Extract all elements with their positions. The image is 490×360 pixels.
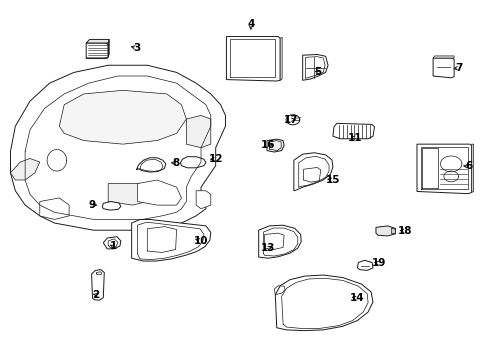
Polygon shape	[376, 226, 395, 236]
Polygon shape	[103, 237, 121, 249]
Polygon shape	[86, 43, 108, 58]
Polygon shape	[196, 191, 211, 209]
Polygon shape	[10, 158, 40, 180]
Polygon shape	[92, 270, 104, 300]
Text: 15: 15	[326, 175, 340, 185]
Polygon shape	[138, 180, 181, 205]
Text: 17: 17	[284, 115, 299, 125]
Polygon shape	[180, 157, 206, 168]
Polygon shape	[108, 40, 109, 57]
Polygon shape	[108, 184, 147, 205]
Polygon shape	[102, 202, 121, 210]
Polygon shape	[226, 37, 280, 81]
Text: 18: 18	[398, 226, 413, 236]
Text: 10: 10	[194, 236, 208, 246]
Polygon shape	[433, 56, 454, 58]
Text: 13: 13	[261, 243, 276, 253]
Text: 8: 8	[172, 158, 179, 168]
Polygon shape	[275, 275, 373, 330]
Text: 2: 2	[92, 290, 99, 300]
Polygon shape	[137, 158, 166, 172]
Polygon shape	[417, 144, 472, 194]
Polygon shape	[267, 139, 284, 152]
Polygon shape	[40, 198, 69, 220]
Polygon shape	[472, 144, 474, 193]
Text: 6: 6	[465, 161, 472, 171]
Text: 12: 12	[208, 154, 223, 164]
Polygon shape	[132, 220, 211, 261]
Text: 16: 16	[261, 140, 276, 150]
Polygon shape	[333, 123, 374, 139]
Polygon shape	[280, 37, 282, 80]
Text: 11: 11	[348, 133, 362, 143]
Text: 14: 14	[350, 293, 365, 303]
Text: 3: 3	[133, 43, 140, 53]
Text: 9: 9	[89, 200, 96, 210]
Polygon shape	[294, 153, 333, 191]
Polygon shape	[303, 54, 328, 80]
Polygon shape	[433, 58, 454, 78]
Polygon shape	[186, 116, 211, 148]
Text: 7: 7	[455, 63, 463, 73]
Polygon shape	[259, 225, 301, 258]
Polygon shape	[59, 90, 186, 144]
Text: 19: 19	[372, 258, 387, 268]
Polygon shape	[392, 228, 395, 234]
Text: 5: 5	[315, 67, 322, 77]
Polygon shape	[357, 260, 373, 270]
Polygon shape	[86, 40, 109, 43]
Text: 4: 4	[247, 19, 254, 29]
Polygon shape	[10, 65, 225, 230]
Text: 1: 1	[109, 241, 117, 251]
